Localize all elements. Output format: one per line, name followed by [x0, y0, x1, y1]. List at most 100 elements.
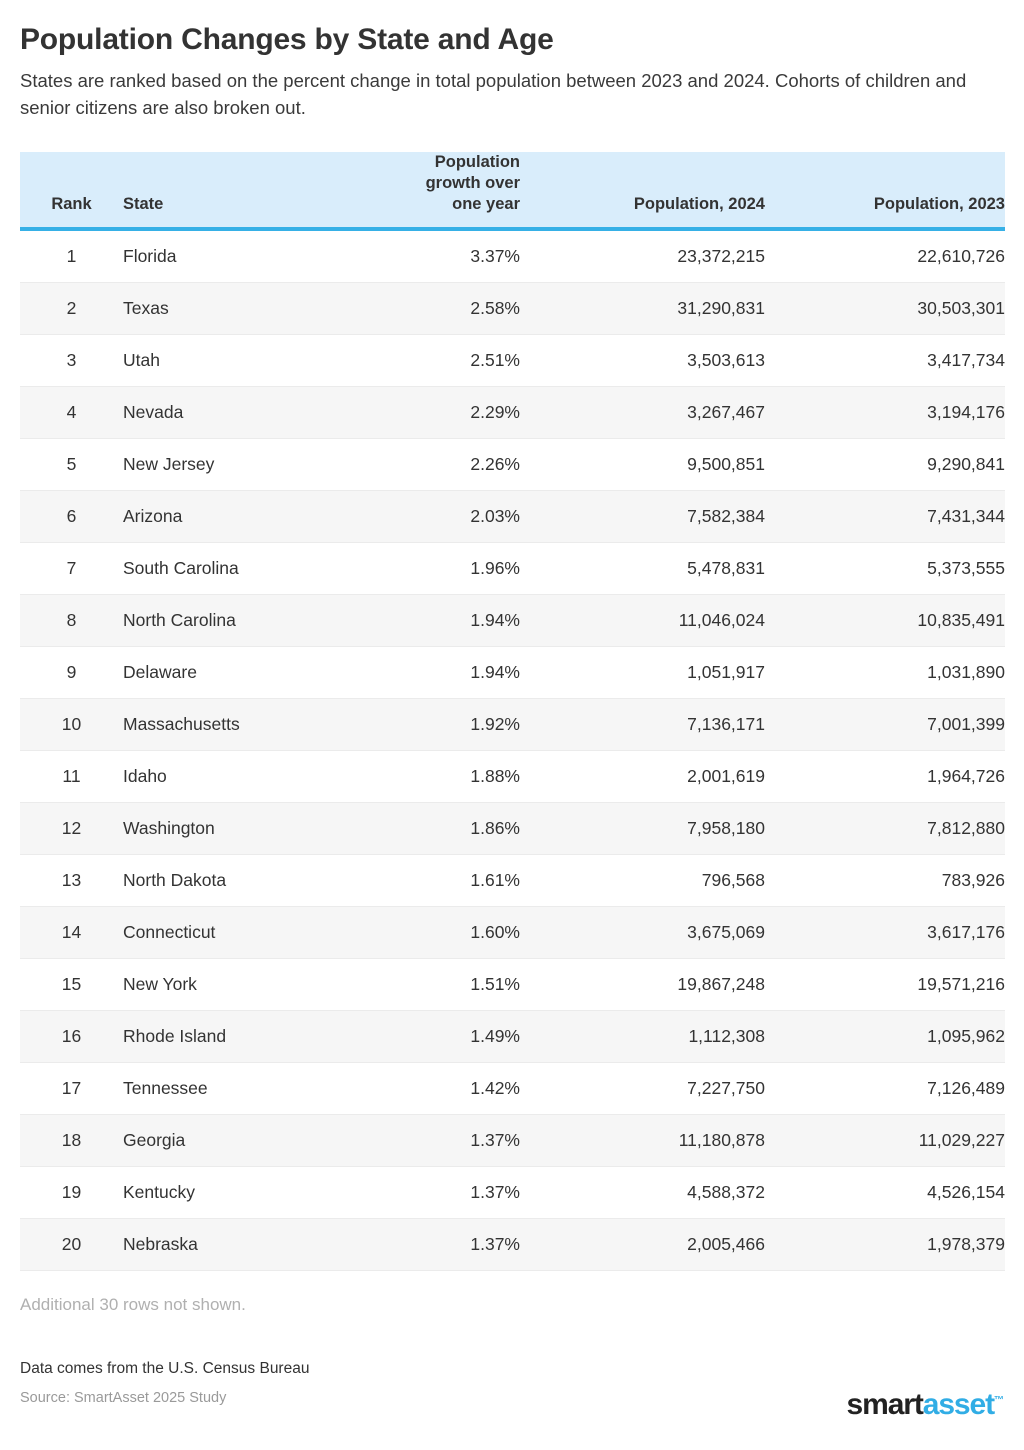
- cell-state: New York: [123, 958, 333, 1011]
- column-header-state: State: [123, 151, 333, 231]
- cell-population-2023: 1,031,890: [765, 646, 1005, 699]
- cell-rank: 8: [20, 594, 123, 647]
- table-row: 5 New Jersey 2.26% 9,500,851 9,290,841: [20, 438, 1005, 491]
- cell-rank: 5: [20, 438, 123, 491]
- cell-rank: 14: [20, 906, 123, 959]
- column-header-growth-line2: growth over: [425, 173, 520, 192]
- cell-state: Massachusetts: [123, 698, 333, 751]
- smartasset-logo: smartasset™: [847, 1387, 1004, 1421]
- column-header-growth-line1: Population: [434, 152, 520, 171]
- cell-population-2023: 3,417,734: [765, 334, 1005, 387]
- cell-rank: 15: [20, 958, 123, 1011]
- table-row: 3 Utah 2.51% 3,503,613 3,417,734: [20, 334, 1005, 387]
- cell-population-2024: 3,675,069: [520, 906, 765, 959]
- cell-rank: 3: [20, 334, 123, 387]
- cell-state: Nevada: [123, 386, 333, 439]
- cell-population-2024: 2,005,466: [520, 1218, 765, 1271]
- cell-population-2024: 3,267,467: [520, 386, 765, 439]
- cell-population-2023: 1,095,962: [765, 1010, 1005, 1063]
- table-row: 6 Arizona 2.03% 7,582,384 7,431,344: [20, 490, 1005, 543]
- cell-population-2024: 7,958,180: [520, 802, 765, 855]
- cell-rank: 19: [20, 1166, 123, 1219]
- cell-population-2023: 1,978,379: [765, 1218, 1005, 1271]
- cell-rank: 12: [20, 802, 123, 855]
- table-row: 7 South Carolina 1.96% 5,478,831 5,373,555: [20, 542, 1005, 595]
- logo-text-asset: asset: [922, 1387, 995, 1421]
- cell-population-2024: 4,588,372: [520, 1166, 765, 1219]
- cell-population-2023: 7,001,399: [765, 698, 1005, 751]
- cell-population-2023: 4,526,154: [765, 1166, 1005, 1219]
- cell-rank: 4: [20, 386, 123, 439]
- cell-state: Georgia: [123, 1114, 333, 1167]
- table-row: 11 Idaho 1.88% 2,001,619 1,964,726: [20, 750, 1005, 803]
- cell-growth: 1.37%: [333, 1218, 520, 1271]
- cell-growth: 2.03%: [333, 490, 520, 543]
- table-row: 10 Massachusetts 1.92% 7,136,171 7,001,399: [20, 698, 1005, 751]
- column-header-population-2024-label: Population, 2024: [633, 194, 765, 213]
- cell-population-2023: 9,290,841: [765, 438, 1005, 491]
- cell-population-2023: 22,610,726: [765, 228, 1005, 283]
- page-subtitle: States are ranked based on the percent c…: [20, 70, 967, 118]
- cell-growth: 1.88%: [333, 750, 520, 803]
- table-row: 13 North Dakota 1.61% 796,568 783,926: [20, 854, 1005, 907]
- cell-growth: 1.92%: [333, 698, 520, 751]
- table-row: 14 Connecticut 1.60% 3,675,069 3,617,176: [20, 906, 1005, 959]
- cell-state: Texas: [123, 282, 333, 335]
- column-header-population-2024: Population, 2024: [520, 151, 765, 231]
- cell-state: Kentucky: [123, 1166, 333, 1219]
- cell-growth: 2.29%: [333, 386, 520, 439]
- cell-state: North Carolina: [123, 594, 333, 647]
- cell-rank: 16: [20, 1010, 123, 1063]
- population-table-container: Rank State Population growth over one ye…: [20, 151, 1005, 1271]
- table-header: Rank State Population growth over one ye…: [20, 151, 1005, 231]
- table-row: 19 Kentucky 1.37% 4,588,372 4,526,154: [20, 1166, 1005, 1219]
- table-row: 17 Tennessee 1.42% 7,227,750 7,126,489: [20, 1062, 1005, 1115]
- cell-state: Utah: [123, 334, 333, 387]
- cell-population-2024: 31,290,831: [520, 282, 765, 335]
- cell-population-2024: 1,112,308: [520, 1010, 765, 1063]
- cell-population-2024: 5,478,831: [520, 542, 765, 595]
- cell-population-2024: 3,503,613: [520, 334, 765, 387]
- footer: Data comes from the U.S. Census Bureau S…: [20, 1360, 1004, 1422]
- cell-growth: 1.60%: [333, 906, 520, 959]
- source-primary: Data comes from the U.S. Census Bureau: [20, 1359, 310, 1377]
- column-header-rank-label: Rank: [51, 194, 92, 213]
- cell-state: Delaware: [123, 646, 333, 699]
- cell-growth: 1.51%: [333, 958, 520, 1011]
- column-header-state-label: State: [123, 194, 164, 213]
- cell-population-2024: 11,180,878: [520, 1114, 765, 1167]
- cell-growth: 3.37%: [333, 228, 520, 283]
- table-row: 2 Texas 2.58% 31,290,831 30,503,301: [20, 282, 1005, 335]
- table-header-row: Rank State Population growth over one ye…: [20, 151, 1005, 231]
- cell-population-2023: 1,964,726: [765, 750, 1005, 803]
- cell-growth: 2.58%: [333, 282, 520, 335]
- cell-state: Idaho: [123, 750, 333, 803]
- cell-growth: 2.26%: [333, 438, 520, 491]
- table-row: 20 Nebraska 1.37% 2,005,466 1,978,379: [20, 1218, 1005, 1271]
- cell-state: New Jersey: [123, 438, 333, 491]
- cell-state: Tennessee: [123, 1062, 333, 1115]
- cell-rank: 1: [20, 228, 123, 283]
- cell-rank: 2: [20, 282, 123, 335]
- cell-population-2024: 2,001,619: [520, 750, 765, 803]
- cell-population-2023: 7,812,880: [765, 802, 1005, 855]
- rows-not-shown-note: Additional 30 rows not shown.: [20, 1294, 246, 1314]
- cell-growth: 1.37%: [333, 1114, 520, 1167]
- source-secondary: Source: SmartAsset 2025 Study: [20, 1389, 227, 1406]
- cell-population-2023: 783,926: [765, 854, 1005, 907]
- table-row: 18 Georgia 1.37% 11,180,878 11,029,227: [20, 1114, 1005, 1167]
- cell-state: North Dakota: [123, 854, 333, 907]
- cell-population-2024: 9,500,851: [520, 438, 765, 491]
- cell-population-2024: 7,582,384: [520, 490, 765, 543]
- table-row: 15 New York 1.51% 19,867,248 19,571,216: [20, 958, 1005, 1011]
- cell-growth: 1.86%: [333, 802, 520, 855]
- cell-rank: 11: [20, 750, 123, 803]
- cell-rank: 20: [20, 1218, 123, 1271]
- cell-growth: 1.49%: [333, 1010, 520, 1063]
- column-header-rank: Rank: [20, 151, 123, 231]
- column-header-population-2023: Population, 2023: [765, 151, 1005, 231]
- cell-state: Rhode Island: [123, 1010, 333, 1063]
- table-row: 16 Rhode Island 1.49% 1,112,308 1,095,962: [20, 1010, 1005, 1063]
- table-row: 9 Delaware 1.94% 1,051,917 1,031,890: [20, 646, 1005, 699]
